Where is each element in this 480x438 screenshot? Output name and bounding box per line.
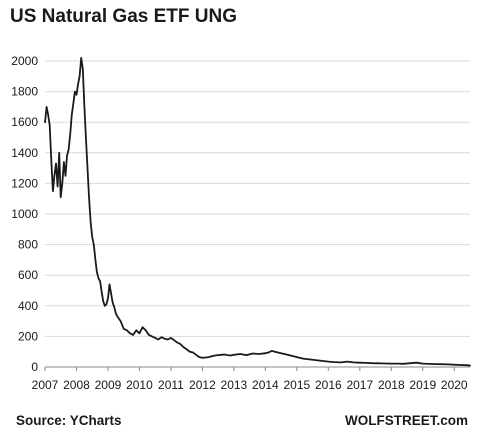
y-tick-label: 2000 (11, 54, 38, 68)
y-tick-label: 200 (18, 329, 38, 343)
x-tick-label: 2011 (158, 378, 184, 392)
y-tick-label: 1800 (11, 85, 38, 99)
x-tick-label: 2013 (221, 378, 248, 392)
series-layer (44, 57, 471, 367)
x-tick-label: 2019 (409, 378, 436, 392)
chart-title: US Natural Gas ETF UNG (10, 6, 237, 27)
y-axis-ticks: 0 200 400 600 800 1000 1200 1400 1600 1800 2000 (11, 54, 38, 374)
y-tick-label: 1000 (11, 207, 38, 221)
brand-label: WOLFSTREET.com (344, 413, 468, 428)
x-tick-label: 2016 (315, 378, 342, 392)
gridlines (45, 60, 470, 337)
x-tick-label: 2012 (189, 378, 216, 392)
y-tick-label: 600 (18, 268, 38, 282)
y-tick-label: 1600 (11, 115, 38, 129)
y-tick-label: 1200 (11, 176, 38, 190)
y-tick-label: 1400 (11, 146, 38, 160)
x-tick-label: 2008 (63, 378, 90, 392)
x-tick-label: 2007 (32, 378, 59, 392)
x-tick-label: 2017 (346, 378, 373, 392)
x-tick-label: 2010 (126, 378, 153, 392)
x-tick-label: 2014 (252, 378, 279, 392)
y-tick-label: 800 (18, 238, 38, 252)
x-tick-label: 2018 (378, 378, 405, 392)
y-tick-label: 400 (18, 299, 38, 313)
source-label: Source: YCharts (16, 413, 122, 428)
x-tick-label: 2009 (95, 378, 122, 392)
y-tick-label: 0 (31, 360, 38, 374)
series-line-ung (44, 57, 471, 367)
x-axis-ticks: 2007 2008 2009 2010 2011 2012 2013 2014 2015 2016… (32, 367, 468, 392)
x-tick-label: 2015 (284, 378, 311, 392)
x-tick-label: 2020 (441, 378, 468, 392)
